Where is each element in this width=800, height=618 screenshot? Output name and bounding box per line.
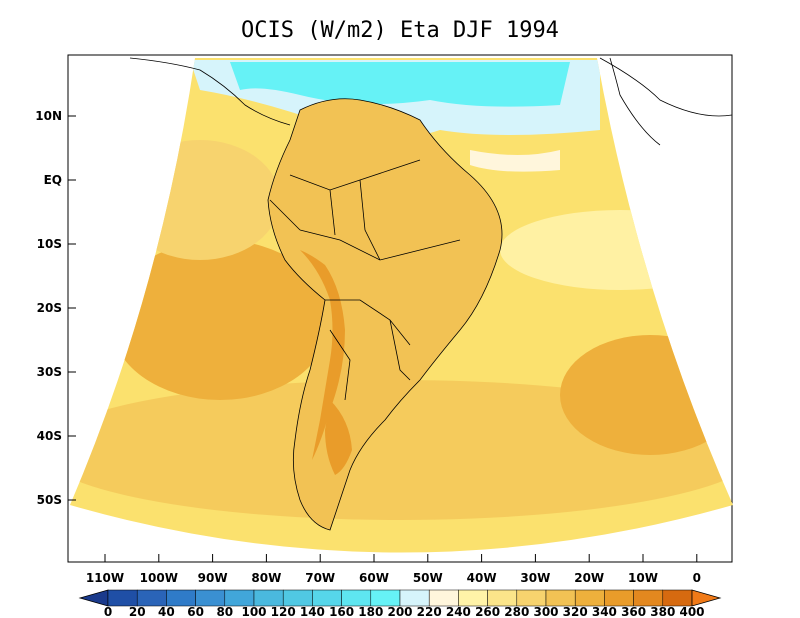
colorbar-swatch: [516, 589, 547, 607]
lat-tick-label: 50S: [37, 493, 62, 507]
colorbar-label: 20: [129, 605, 146, 618]
lon-tick-label: 50W: [413, 571, 443, 585]
colorbar-max-arrow: [691, 589, 722, 607]
colorbar-label: 220: [417, 605, 442, 618]
colorbar-swatch: [166, 589, 196, 607]
lon-tick-label: 30W: [520, 571, 550, 585]
equatorial-low: [470, 150, 560, 172]
colorbar-label: 300: [533, 605, 558, 618]
colorbar-label: 240: [446, 605, 471, 618]
colorbar-label: 160: [329, 605, 354, 618]
lon-tick-label: 70W: [305, 571, 335, 585]
colorbar-swatch: [370, 589, 401, 607]
colorbar-label: 200: [387, 605, 412, 618]
longitude-axis: 110W 100W 90W 80W 70W 60W 50W 40W 30W 20W 10W 0: [86, 554, 701, 585]
lon-tick-label: 60W: [359, 571, 389, 585]
colorbar-swatch: [224, 589, 255, 607]
map-title: OCIS (W/m2) Eta DJF 1994: [241, 18, 559, 43]
lon-tick-label: 10W: [628, 571, 658, 585]
colorbar-swatch: [458, 589, 488, 607]
colorbar-label: 360: [621, 605, 646, 618]
andes-max-region: [300, 250, 345, 460]
colorbar-label: 140: [300, 605, 325, 618]
colorbar-label: 80: [216, 605, 233, 618]
colorbar-label: 280: [504, 605, 529, 618]
colorbar-label: 260: [475, 605, 500, 618]
lat-tick-label: 20S: [37, 301, 62, 315]
lat-tick-label: 10S: [37, 237, 62, 251]
colorbar-swatch: [662, 589, 693, 607]
colorbar-swatch: [487, 589, 518, 607]
lat-tick-label: 40S: [37, 429, 62, 443]
colorbar-label: 60: [187, 605, 204, 618]
colorbar-label: 100: [241, 605, 266, 618]
colorbar-swatch: [341, 589, 372, 607]
colorbar-label: 180: [358, 605, 383, 618]
pacific-max: [110, 240, 330, 400]
itcz-min-region: [230, 62, 570, 107]
colorbar-swatch: [312, 589, 342, 607]
lat-tick-label: EQ: [44, 173, 62, 187]
lon-tick-label: 100W: [140, 571, 178, 585]
latitude-axis: 10N EQ 10S 20S 30S 40S 50S: [35, 109, 76, 507]
country-borders: [267, 98, 503, 531]
lat-tick-label: 10N: [35, 109, 62, 123]
colorbar-label: 320: [563, 605, 588, 618]
colorbar-min-arrow: [78, 589, 109, 607]
colorbar-swatch: [253, 589, 284, 607]
colorbar-swatch: [633, 589, 664, 607]
colorbar-swatch: [604, 589, 634, 607]
coastlines: [129, 57, 733, 146]
patagonia-max-region: [325, 400, 352, 475]
colorbar-swatch: [428, 589, 459, 607]
colorbar-label: 120: [271, 605, 296, 618]
colorbar-swatch: [136, 589, 167, 607]
colorbar-label: 0: [104, 605, 112, 618]
colorbar-swatch: [195, 589, 226, 607]
lon-tick-label: 0: [693, 571, 701, 585]
lon-tick-label: 80W: [251, 571, 281, 585]
colorbar-swatch: [399, 589, 430, 607]
colorbar-label: 380: [650, 605, 675, 618]
lat-tick-label: 30S: [37, 365, 62, 379]
colorbar-label: 400: [679, 605, 704, 618]
colorbar-swatch: [574, 589, 605, 607]
colorbar-swatch: [107, 589, 138, 607]
colorbar-swatch: [282, 589, 313, 607]
colorbar-label: 340: [592, 605, 617, 618]
lon-tick-label: 40W: [467, 571, 497, 585]
colorbar-label: 40: [158, 605, 175, 618]
colorbar-swatch: [545, 589, 576, 607]
lon-tick-label: 20W: [574, 571, 604, 585]
lon-tick-label: 90W: [198, 571, 228, 585]
lon-tick-label: 110W: [86, 571, 124, 585]
colorbar: 0 20 40 60 80 100 120 140 160 180 200 220 240 260 280 3…: [78, 589, 722, 618]
